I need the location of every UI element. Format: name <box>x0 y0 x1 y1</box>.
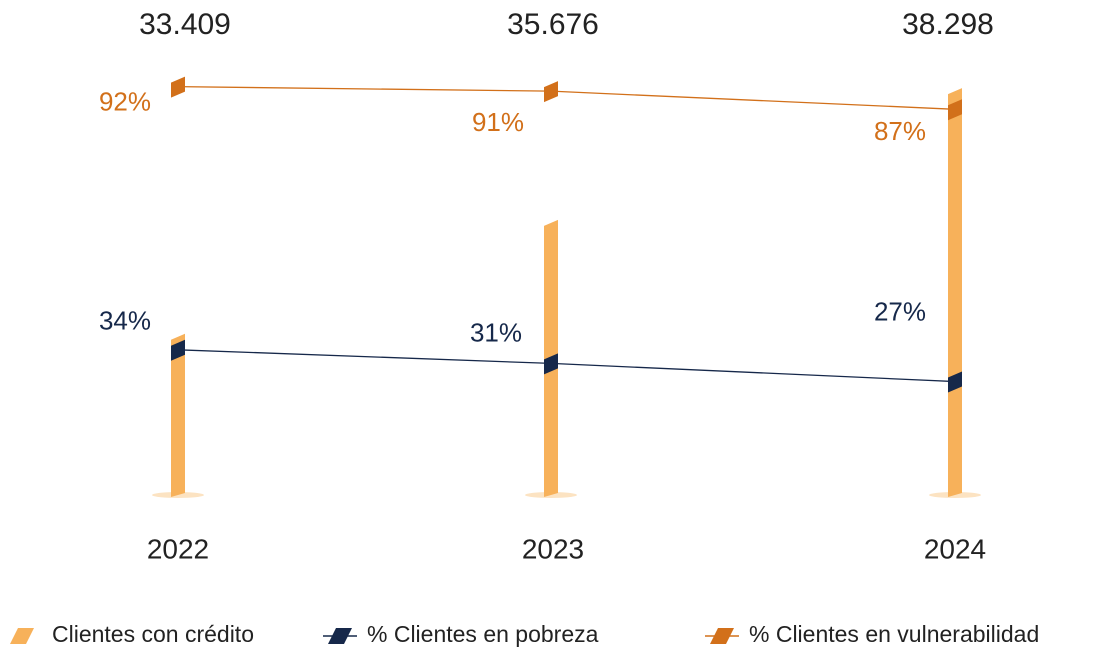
line <box>177 85 956 110</box>
x-tick-label: 2024 <box>924 533 986 564</box>
x-tick-label: 2023 <box>522 533 584 564</box>
line-value-label: 27% <box>874 296 926 326</box>
line-value-label: 34% <box>99 306 151 336</box>
legend-label: Clientes con crédito <box>52 621 254 647</box>
line-value-label: 91% <box>472 107 524 137</box>
legend-swatch <box>710 628 734 644</box>
legend-swatch <box>328 628 352 644</box>
line-value-label: 92% <box>99 86 151 116</box>
legend-label: % Clientes en vulnerabilidad <box>749 621 1039 647</box>
line-marker <box>948 99 962 121</box>
line-value-label: 31% <box>470 317 522 347</box>
bar-value-label: 33.409 <box>139 8 231 41</box>
line <box>177 349 956 383</box>
bar-value-label: 35.676 <box>507 8 599 41</box>
legend-swatch <box>10 628 34 644</box>
line-marker <box>544 353 558 375</box>
line-marker <box>171 339 185 361</box>
line-marker <box>948 371 962 393</box>
bar <box>171 333 185 497</box>
x-tick-label: 2022 <box>147 533 209 564</box>
bar <box>948 88 962 497</box>
legend-label: % Clientes en pobreza <box>367 621 599 647</box>
line-marker <box>544 81 558 103</box>
line-value-label: 87% <box>874 116 926 146</box>
line-marker <box>171 76 185 98</box>
bar-value-label: 38.298 <box>902 8 994 41</box>
